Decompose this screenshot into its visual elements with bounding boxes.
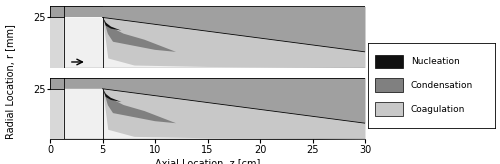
Bar bbox=[375, 55, 403, 68]
X-axis label: Axial Location, z [cm]: Axial Location, z [cm] bbox=[155, 158, 260, 164]
Text: Coagulation: Coagulation bbox=[411, 105, 465, 114]
Polygon shape bbox=[103, 18, 122, 31]
Bar bbox=[375, 102, 403, 116]
Text: Condensation: Condensation bbox=[411, 81, 473, 90]
Polygon shape bbox=[64, 17, 365, 68]
Polygon shape bbox=[64, 89, 365, 139]
Polygon shape bbox=[104, 90, 176, 123]
Polygon shape bbox=[104, 19, 176, 52]
Text: Radial Location, r [mm]: Radial Location, r [mm] bbox=[5, 25, 15, 139]
Bar bbox=[375, 78, 403, 92]
Polygon shape bbox=[103, 89, 122, 102]
Text: Nucleation: Nucleation bbox=[411, 57, 460, 66]
